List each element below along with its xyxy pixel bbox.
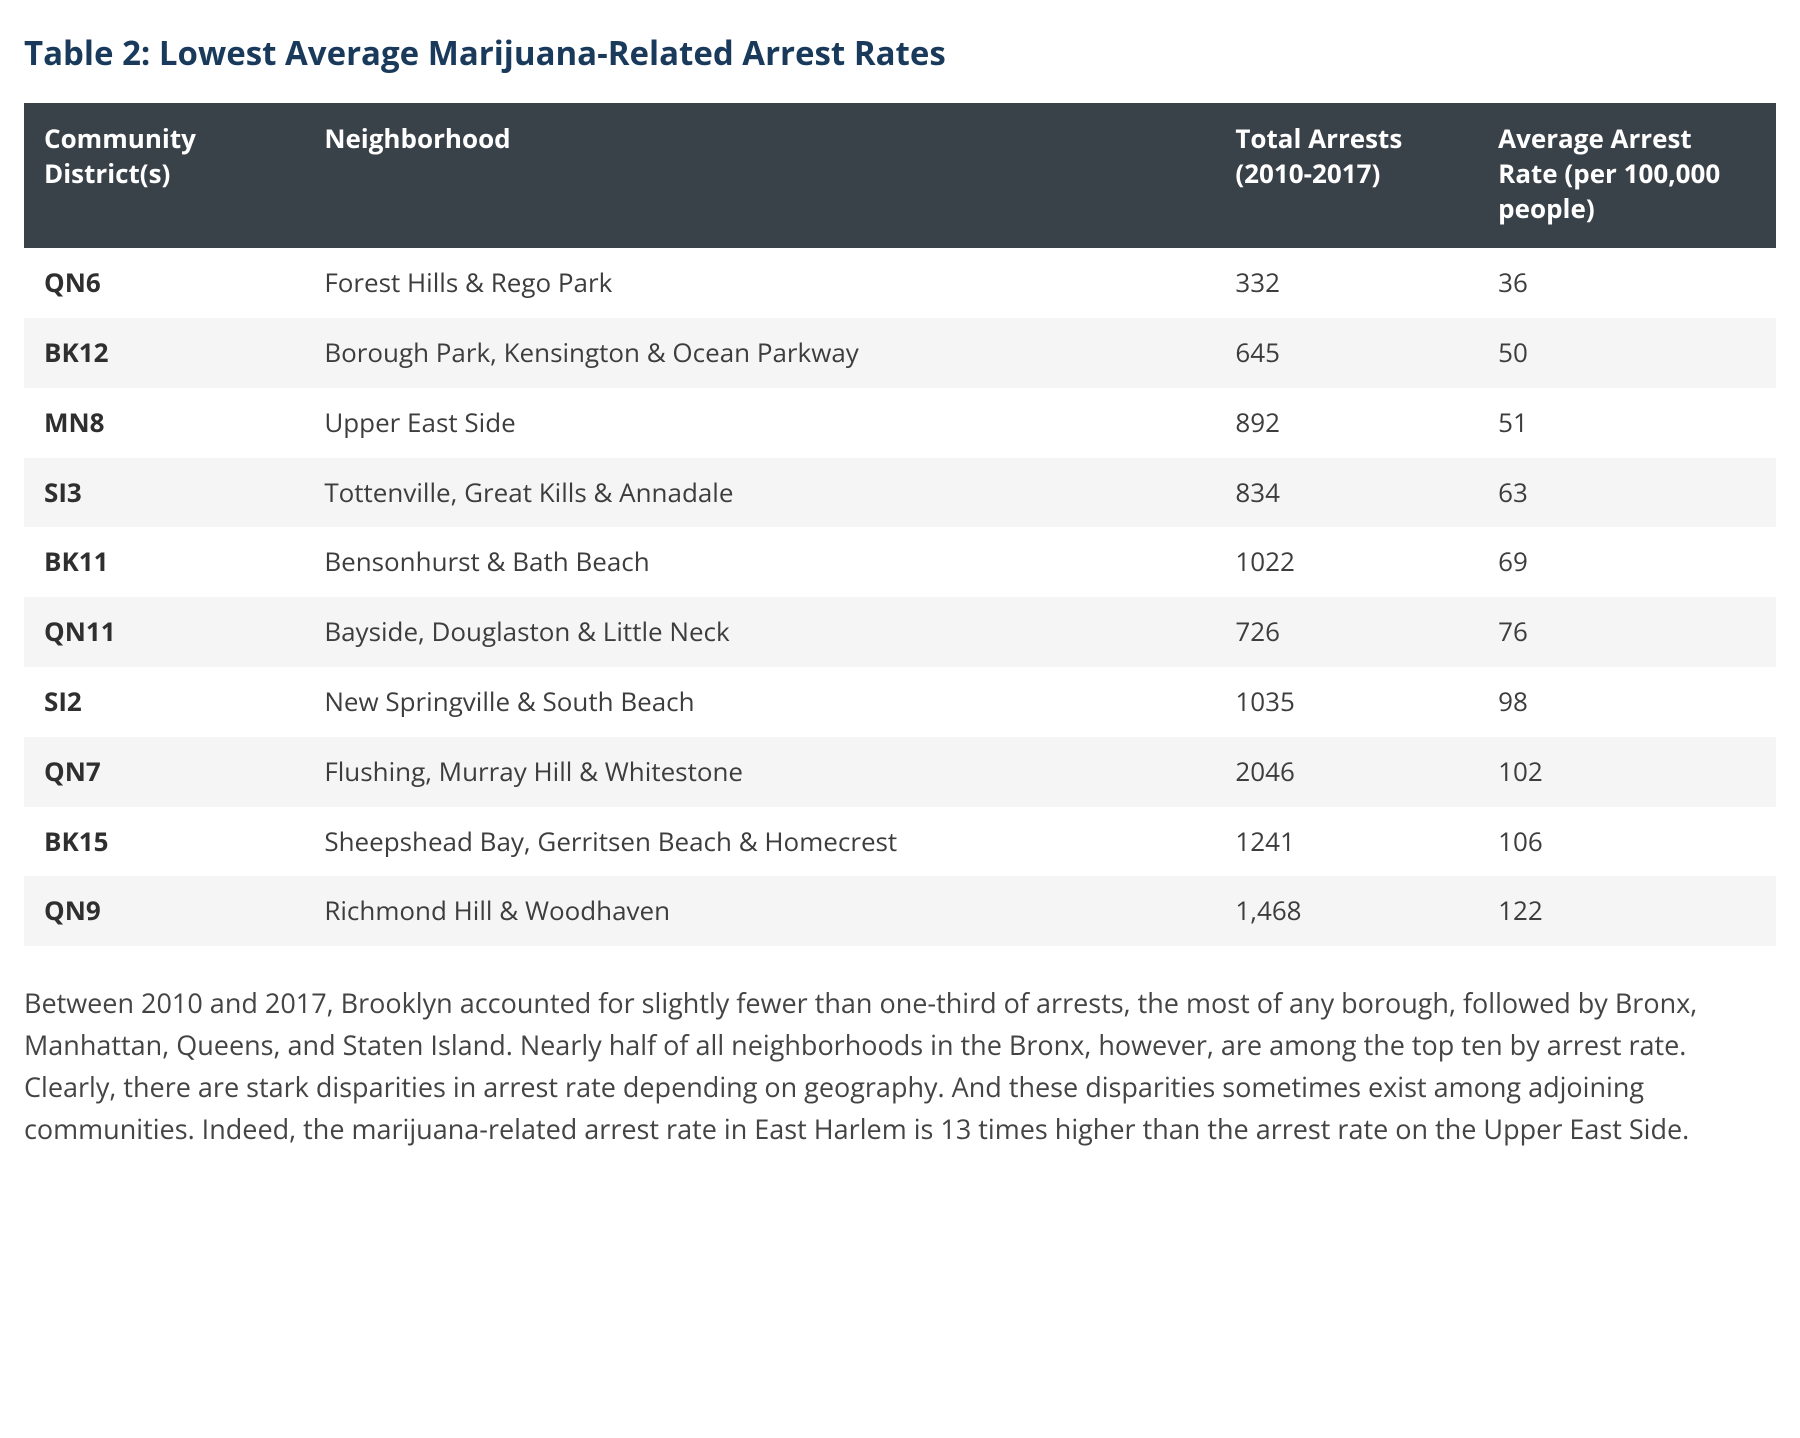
cell-rate: 76 [1478,597,1776,667]
cell-district: QN9 [24,876,304,946]
cell-neighborhood: Sheepshead Bay, Gerritsen Beach & Homecr… [304,807,1215,877]
cell-rate: 106 [1478,807,1776,877]
cell-rate: 69 [1478,527,1776,597]
table-row: QN9 Richmond Hill & Woodhaven 1,468 122 [24,876,1776,946]
cell-neighborhood: Upper East Side [304,388,1215,458]
cell-total: 892 [1215,388,1478,458]
table-body: QN6 Forest Hills & Rego Park 332 36 BK12… [24,248,1776,946]
table-row: QN6 Forest Hills & Rego Park 332 36 [24,248,1776,318]
table-row: QN11 Bayside, Douglaston & Little Neck 7… [24,597,1776,667]
cell-district: MN8 [24,388,304,458]
cell-total: 834 [1215,458,1478,528]
table-row: SI3 Tottenville, Great Kills & Annadale … [24,458,1776,528]
cell-rate: 63 [1478,458,1776,528]
cell-total: 645 [1215,318,1478,388]
body-paragraph: Between 2010 and 2017, Brooklyn accounte… [24,982,1776,1149]
col-header-district: Community District(s) [24,103,304,248]
cell-neighborhood: Flushing, Murray Hill & Whitestone [304,737,1215,807]
cell-rate: 50 [1478,318,1776,388]
col-header-rate: Average Arrest Rate (per 100,000 people) [1478,103,1776,248]
cell-rate: 51 [1478,388,1776,458]
table-row: QN7 Flushing, Murray Hill & Whitestone 2… [24,737,1776,807]
table-row: BK12 Borough Park, Kensington & Ocean Pa… [24,318,1776,388]
cell-total: 2046 [1215,737,1478,807]
cell-total: 1241 [1215,807,1478,877]
arrest-rates-table: Community District(s) Neighborhood Total… [24,103,1776,946]
cell-rate: 36 [1478,248,1776,318]
cell-total: 332 [1215,248,1478,318]
cell-neighborhood: Richmond Hill & Woodhaven [304,876,1215,946]
cell-district: QN7 [24,737,304,807]
cell-rate: 102 [1478,737,1776,807]
cell-neighborhood: Bensonhurst & Bath Beach [304,527,1215,597]
cell-district: QN6 [24,248,304,318]
cell-neighborhood: Tottenville, Great Kills & Annadale [304,458,1215,528]
cell-district: BK12 [24,318,304,388]
col-header-total: Total Arrests (2010-2017) [1215,103,1478,248]
table-row: BK15 Sheepshead Bay, Gerritsen Beach & H… [24,807,1776,877]
cell-district: BK11 [24,527,304,597]
cell-total: 1,468 [1215,876,1478,946]
cell-neighborhood: Bayside, Douglaston & Little Neck [304,597,1215,667]
cell-total: 726 [1215,597,1478,667]
table-row: MN8 Upper East Side 892 51 [24,388,1776,458]
col-header-neighborhood: Neighborhood [304,103,1215,248]
cell-rate: 98 [1478,667,1776,737]
table-row: BK11 Bensonhurst & Bath Beach 1022 69 [24,527,1776,597]
cell-total: 1035 [1215,667,1478,737]
table-title: Table 2: Lowest Average Marijuana-Relate… [24,30,1776,75]
cell-rate: 122 [1478,876,1776,946]
cell-neighborhood: Forest Hills & Rego Park [304,248,1215,318]
table-header: Community District(s) Neighborhood Total… [24,103,1776,248]
cell-district: SI3 [24,458,304,528]
cell-district: SI2 [24,667,304,737]
cell-neighborhood: Borough Park, Kensington & Ocean Parkway [304,318,1215,388]
table-row: SI2 New Springville & South Beach 1035 9… [24,667,1776,737]
cell-district: BK15 [24,807,304,877]
cell-neighborhood: New Springville & South Beach [304,667,1215,737]
document-container: Table 2: Lowest Average Marijuana-Relate… [24,30,1776,1150]
cell-total: 1022 [1215,527,1478,597]
cell-district: QN11 [24,597,304,667]
